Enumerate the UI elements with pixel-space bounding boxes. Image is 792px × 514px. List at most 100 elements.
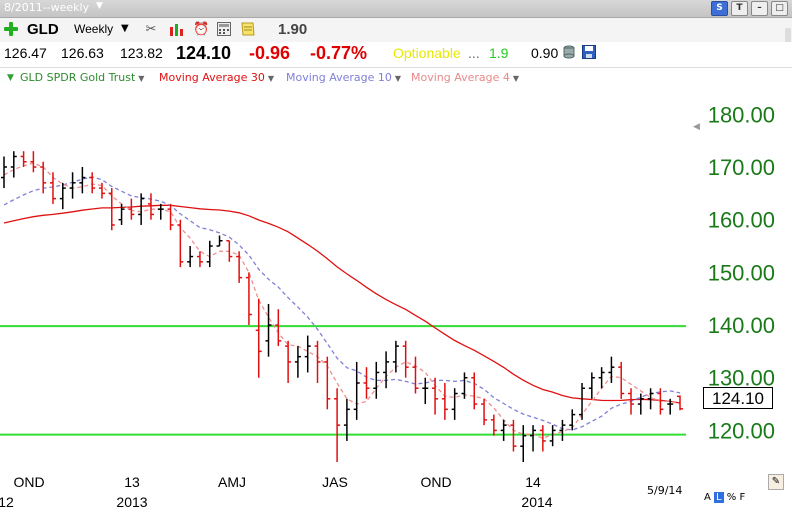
minimize-icon[interactable]: – bbox=[751, 1, 768, 16]
ohlc-bar bbox=[461, 372, 468, 399]
y-tick-label: 160.00 bbox=[708, 208, 775, 233]
last-price: 124.10 bbox=[176, 43, 232, 63]
ohlc-bar bbox=[59, 182, 66, 210]
ohlc-bar bbox=[79, 167, 86, 194]
ohlc-bar bbox=[363, 367, 370, 399]
ohlc-bar bbox=[236, 251, 243, 283]
bar-chart-icon[interactable] bbox=[168, 22, 184, 37]
ohlc-bar bbox=[579, 382, 586, 420]
ohlc-bar bbox=[628, 388, 635, 415]
database-icon-graphic bbox=[563, 45, 575, 59]
add-icon[interactable] bbox=[4, 22, 18, 36]
x-year-label: 2013 bbox=[116, 494, 147, 510]
ohlc-bar bbox=[118, 203, 125, 225]
chart-legend: ▼ GLD SPDR Gold Trust ▼ Moving Average 30… bbox=[0, 68, 792, 86]
quote-bar: 126.47 126.63 123.82 124.10 -0.96 -0.77%… bbox=[0, 42, 792, 66]
ohlc-bar bbox=[177, 219, 184, 268]
scale-f[interactable]: F bbox=[739, 492, 746, 503]
more-dots[interactable]: ... bbox=[468, 45, 480, 61]
ma4-line bbox=[3, 162, 681, 440]
save-icon[interactable] bbox=[582, 45, 596, 59]
collapse-arrow-icon[interactable]: ◀ bbox=[693, 122, 700, 132]
ohlc-bar bbox=[530, 425, 537, 452]
ohlc-bar bbox=[490, 414, 497, 436]
ohlc-bar bbox=[20, 151, 27, 168]
title-dropdown-icon[interactable]: ▼ bbox=[96, 1, 103, 11]
chevron-down-icon[interactable]: ▼ bbox=[138, 74, 145, 83]
pencil-icon[interactable]: ✎ bbox=[768, 474, 784, 490]
save-icon-graphic bbox=[582, 45, 596, 59]
database-icon[interactable] bbox=[562, 45, 576, 59]
legend-item-ma4[interactable]: Moving Average 4 ▼ bbox=[411, 71, 519, 84]
ohlc-bar bbox=[304, 335, 311, 373]
ohlc-bar bbox=[69, 172, 76, 199]
t-button[interactable]: T bbox=[731, 1, 748, 16]
scale-l[interactable]: L bbox=[714, 492, 724, 503]
ohlc-bar bbox=[373, 361, 380, 399]
ohlc-bar bbox=[187, 246, 194, 268]
chevron-down-icon[interactable]: ▼ bbox=[267, 74, 275, 83]
last-date-label: 5/9/14 bbox=[647, 484, 683, 497]
calculator-icon[interactable] bbox=[216, 22, 232, 37]
y-tick-label: 150.00 bbox=[708, 260, 775, 285]
ohlc-bar bbox=[549, 425, 556, 447]
legend-item-label: GLD SPDR Gold Trust bbox=[20, 71, 136, 84]
ohlc-bar bbox=[138, 193, 145, 225]
x-year-label: 12 bbox=[0, 494, 14, 510]
window-title: 8/2011--weekly bbox=[4, 1, 90, 14]
ohlc-bar bbox=[314, 340, 321, 383]
ohlc-bar bbox=[49, 172, 56, 204]
ohlc-bar bbox=[1, 156, 7, 189]
bar-chart-icon-graphic bbox=[169, 24, 183, 36]
s-button[interactable]: S bbox=[711, 1, 728, 16]
ohlc-bar bbox=[677, 395, 683, 411]
note-icon[interactable] bbox=[240, 22, 256, 37]
toolbar-figure: 1.90 bbox=[278, 21, 308, 38]
scale-a[interactable]: A bbox=[704, 492, 711, 503]
ohlc-bar bbox=[206, 240, 213, 268]
ohlc-bar bbox=[147, 193, 154, 220]
ohlc-bar bbox=[245, 272, 252, 326]
legend-triangle-icon[interactable]: ▼ bbox=[7, 73, 14, 83]
ohlc-bar bbox=[10, 151, 17, 178]
legend-item-ma30[interactable]: Moving Average 30 ▼ bbox=[159, 71, 274, 84]
maximize-icon[interactable]: □ bbox=[771, 1, 788, 16]
x-tick-label: 14 bbox=[525, 474, 541, 490]
chevron-down-icon[interactable]: ▼ bbox=[394, 74, 402, 83]
ohlc-bar bbox=[667, 398, 674, 415]
ohlc-bar bbox=[255, 298, 262, 378]
ohlc-bar bbox=[471, 372, 478, 410]
ohlc-bar bbox=[353, 361, 360, 420]
ohlc-bar bbox=[481, 398, 488, 426]
x-tick-label: OND bbox=[13, 474, 44, 490]
legend-item-gld[interactable]: GLD SPDR Gold Trust ▼ bbox=[20, 71, 144, 84]
legend-item-label: Moving Average 30 bbox=[159, 71, 265, 84]
ohlc-bar bbox=[618, 361, 625, 399]
y-tick-label: 180.00 bbox=[708, 102, 775, 127]
ohlc-bar bbox=[226, 240, 233, 262]
open-value: 126.47 bbox=[4, 45, 47, 61]
ohlc-bar bbox=[598, 367, 605, 389]
scale-pct[interactable]: % bbox=[726, 492, 737, 503]
ma30-line bbox=[3, 204, 681, 404]
current-price-box: 124.10 bbox=[703, 387, 773, 409]
ohlc-bar bbox=[539, 425, 546, 452]
chevron-down-icon[interactable]: ▼ bbox=[512, 74, 520, 83]
ohlc-bar bbox=[441, 382, 448, 420]
ohlc-bar bbox=[500, 419, 507, 441]
scissors-icon[interactable]: ✂ bbox=[145, 22, 157, 37]
legend-item-ma10[interactable]: Moving Average 10 ▼ bbox=[286, 71, 401, 84]
x-tick-label: JAS bbox=[322, 474, 348, 490]
symbol-field[interactable]: GLD bbox=[27, 21, 59, 38]
period-dropdown-icon[interactable]: ▼ bbox=[121, 23, 129, 34]
y-tick-label: 170.00 bbox=[708, 155, 775, 180]
alarm-icon[interactable]: ⏰ bbox=[193, 22, 210, 37]
y-tick-label: 140.00 bbox=[708, 313, 775, 338]
period-select[interactable]: Weekly bbox=[74, 22, 114, 36]
ohlc-bar bbox=[647, 388, 654, 410]
legend-item-label: Moving Average 10 bbox=[286, 71, 392, 84]
high-value: 126.63 bbox=[61, 45, 104, 61]
ohlc-bar bbox=[216, 235, 223, 247]
ohlc-bar bbox=[657, 388, 664, 415]
